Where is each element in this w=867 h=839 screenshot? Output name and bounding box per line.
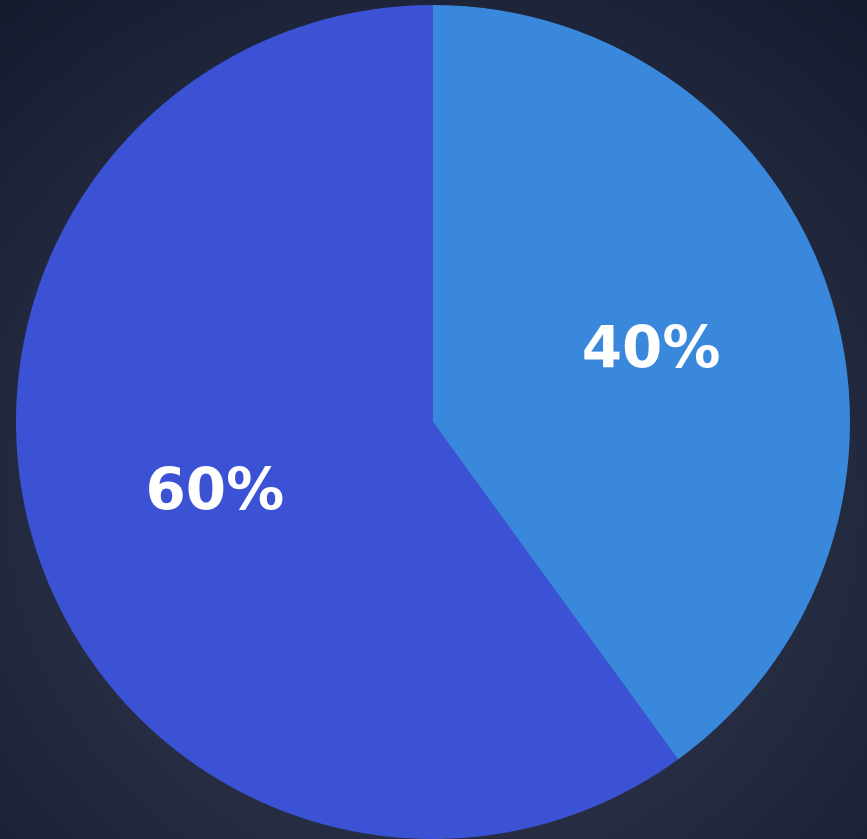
pie-slice [433,5,851,760]
value-label: 60% [145,455,284,523]
value-label: 40% [582,313,721,381]
pie: 40% 60% [16,5,851,839]
pie-slice [16,5,679,839]
